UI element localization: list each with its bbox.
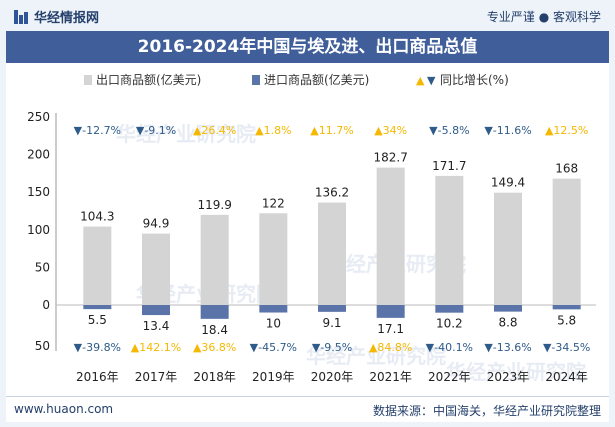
export-bar	[259, 213, 288, 305]
export-bar	[494, 192, 522, 305]
import-bar	[259, 305, 288, 313]
watermark-text: 华经产业研究院	[306, 344, 446, 368]
footer: www.huaon.com 数据来源：中国海关，华经产业研究院整理	[6, 396, 609, 422]
legend-import-label: 进口商品额(亿美元)	[264, 72, 369, 87]
import-growth-label: ▼-45.7%	[250, 341, 297, 354]
export-value-label: 171.7	[432, 159, 466, 173]
x-category-label: 2016年	[76, 370, 119, 384]
y-tick-label: 200	[27, 148, 50, 162]
export-value-label: 94.9	[143, 217, 170, 231]
import-growth-label: ▼-34.5%	[543, 341, 590, 354]
export-value-label: 119.9	[197, 198, 231, 212]
import-value-label: 9.1	[322, 316, 341, 330]
top-bar: 华经情报网 专业严谨 ● 客观科学	[0, 0, 615, 30]
export-value-label: 104.3	[80, 210, 114, 224]
x-category-label: 2017年	[135, 370, 178, 384]
export-value-label: 122	[262, 196, 285, 210]
import-bar	[552, 305, 581, 310]
legend-export-swatch	[84, 75, 92, 85]
export-growth-label: ▲12.5%	[545, 124, 588, 137]
export-value-label: 136.2	[315, 186, 349, 200]
import-growth-label: ▼-40.1%	[426, 341, 473, 354]
y-tick-label: 250	[27, 110, 50, 124]
x-category-label: 2018年	[193, 370, 236, 384]
x-category-label: 2021年	[369, 370, 412, 384]
brand: 华经情报网	[14, 7, 99, 26]
export-growth-label: ▲1.8%	[255, 124, 291, 137]
export-bar	[318, 202, 346, 305]
y-tick-label: 100	[27, 223, 50, 237]
export-growth-label: ▲26.4%	[193, 124, 236, 137]
export-growth-label: ▼-5.8%	[429, 124, 469, 137]
website-link[interactable]: www.huaon.com	[14, 402, 114, 416]
legend-up-triangle-icon: ▲	[416, 74, 425, 87]
import-bar	[318, 305, 346, 312]
import-bar	[142, 305, 170, 316]
export-value-label: 168	[555, 162, 578, 176]
import-value-label: 8.8	[498, 316, 517, 330]
export-bar	[376, 167, 405, 305]
import-value-label: 13.4	[143, 319, 170, 333]
export-bar	[200, 214, 229, 305]
chart-area: 华经产业研究院华经产业研究院华经产业研究院华经产业研究院华经产业研究院出口商品额…	[6, 63, 609, 396]
data-source: 数据来源：中国海关，华经产业研究院整理	[372, 404, 601, 418]
export-growth-label: ▼-12.7%	[74, 124, 121, 137]
legend-export-label: 出口商品额(亿美元)	[96, 72, 201, 87]
import-value-label: 5.5	[88, 313, 107, 327]
import-growth-label: ▲36.8%	[193, 341, 236, 354]
export-bar	[142, 233, 170, 305]
export-growth-label: ▼-9.1%	[136, 124, 176, 137]
export-value-label: 182.7	[373, 151, 407, 165]
watermark-text: 华经产业研究院	[446, 360, 586, 384]
legend-growth-label: 同比增长(%)	[440, 73, 509, 87]
export-bar	[83, 226, 112, 305]
import-growth-label: ▼-39.8%	[74, 341, 121, 354]
x-category-label: 2022年	[428, 370, 471, 384]
import-value-label: 10	[266, 317, 281, 331]
export-bar	[552, 178, 581, 305]
import-bar	[376, 305, 405, 318]
title-band: 2016-2024年中国与埃及进、出口商品总值	[6, 31, 609, 63]
import-growth-label: ▼-9.5%	[312, 341, 352, 354]
brand-logo-icon	[14, 9, 28, 24]
slogan: 专业严谨 ● 客观科学	[486, 10, 601, 24]
legend-down-triangle-icon: ▼	[427, 74, 436, 87]
y-tick-label: 50	[35, 260, 50, 274]
import-value-label: 10.2	[436, 317, 463, 331]
export-bar	[435, 175, 464, 305]
import-growth-label: ▲142.1%	[131, 341, 181, 354]
import-value-label: 5.8	[557, 313, 576, 327]
bar-chart: 华经产业研究院华经产业研究院华经产业研究院华经产业研究院华经产业研究院出口商品额…	[27, 72, 596, 384]
import-value-label: 17.1	[377, 322, 404, 336]
x-category-label: 2019年	[252, 370, 295, 384]
export-growth-label: ▼-11.6%	[484, 124, 531, 137]
export-value-label: 149.4	[491, 176, 525, 190]
y-tick-label: 50	[35, 339, 50, 353]
brand-name: 华经情报网	[34, 11, 100, 26]
import-bar	[494, 305, 522, 312]
x-category-label: 2024年	[545, 370, 588, 384]
import-bar	[435, 305, 464, 313]
x-category-label: 2020年	[311, 370, 354, 384]
watermark-text: 华经产业研究院	[116, 122, 256, 146]
x-category-label: 2023年	[487, 370, 530, 384]
export-growth-label: ▲34%	[374, 124, 407, 137]
import-bar	[200, 305, 229, 319]
import-value-label: 18.4	[201, 323, 228, 337]
import-bar	[83, 305, 112, 310]
import-growth-label: ▲84.8%	[369, 341, 412, 354]
export-growth-label: ▲11.7%	[310, 124, 353, 137]
legend-import-swatch	[252, 75, 260, 85]
y-tick-label: 0	[42, 298, 50, 312]
y-tick-label: 150	[27, 185, 50, 199]
import-growth-label: ▼-13.6%	[484, 341, 531, 354]
chart-title: 2016-2024年中国与埃及进、出口商品总值	[137, 37, 478, 57]
